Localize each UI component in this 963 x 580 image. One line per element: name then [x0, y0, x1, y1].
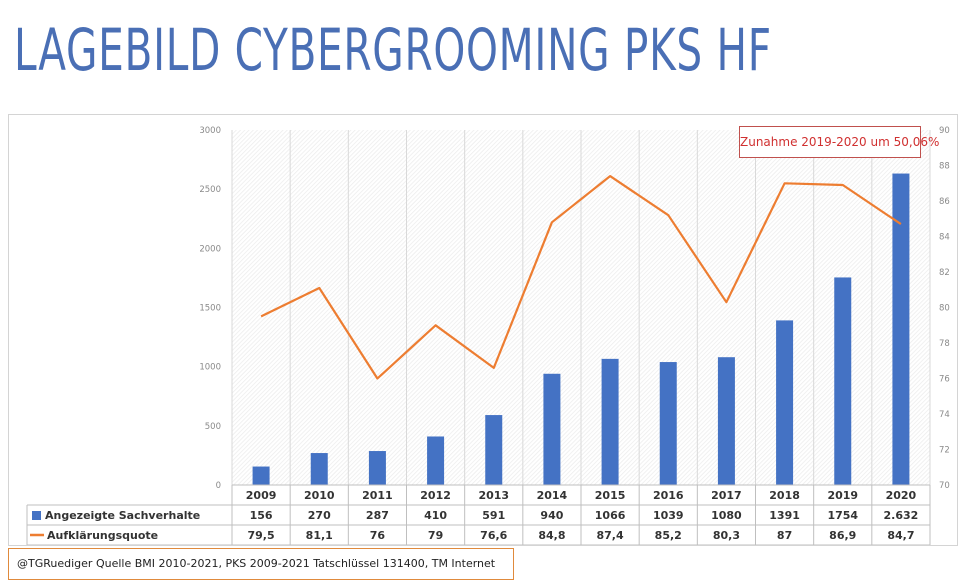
right-tick-label: 84 [939, 233, 950, 243]
line-value-2013: 76,6 [480, 529, 507, 542]
year-label-2018: 2018 [769, 489, 800, 502]
year-label-2014: 2014 [537, 489, 568, 502]
line-value-2015: 87,4 [597, 529, 624, 542]
data-table: 2009 156 79,5 2010 270 81,1 2011 287 76 2012 410 79… [26, 484, 931, 545]
line-value-2012: 79 [428, 529, 443, 542]
left-tick-label: 2500 [199, 185, 221, 195]
right-tick-label: 82 [939, 268, 950, 278]
year-label-2015: 2015 [595, 489, 626, 502]
line-value-2018: 87 [777, 529, 792, 542]
bar-value-2016: 1039 [653, 509, 684, 522]
line-value-2020: 84,7 [887, 529, 914, 542]
bar-2020 [892, 173, 910, 485]
bar-2013 [485, 415, 503, 485]
line-value-2016: 85,2 [655, 529, 682, 542]
legend-label-line: Aufklärungsquote [47, 529, 158, 542]
bar-value-2015: 1066 [595, 509, 626, 522]
legend-key-bar [32, 511, 41, 520]
bar-value-2019: 1754 [827, 509, 858, 522]
year-label-2011: 2011 [362, 489, 393, 502]
left-tick-label: 0 [216, 481, 221, 491]
right-tick-label: 88 [939, 162, 950, 172]
year-label-2017: 2017 [711, 489, 742, 502]
grid [231, 130, 931, 485]
bar-2014 [543, 373, 561, 485]
left-tick-label: 1500 [199, 304, 221, 314]
year-label-2012: 2012 [420, 489, 451, 502]
right-tick-label: 76 [939, 375, 950, 385]
bar-2018 [776, 320, 794, 485]
bar-2016 [659, 362, 677, 485]
bar-2019 [834, 277, 852, 485]
left-tick-label: 500 [205, 422, 221, 432]
right-tick-label: 78 [939, 339, 950, 349]
left-tick-label: 1000 [199, 363, 221, 373]
line-series [260, 174, 902, 380]
right-tick-label: 90 [939, 126, 950, 136]
line-value-2017: 80,3 [713, 529, 740, 542]
year-label-2013: 2013 [478, 489, 509, 502]
chart-frame: 0 500 1000 1500 2000 2500 3000 70 72 74 76 78 80 82 8… [8, 114, 958, 546]
source-note: @TGRuediger Quelle BMI 2010-2021, PKS 20… [8, 548, 514, 580]
line-value-2014: 84,8 [538, 529, 565, 542]
bar-value-2009: 156 [250, 509, 273, 522]
page-title: LAGEBILD CYBERGROOMING PKS HF [14, 16, 772, 84]
left-tick-label: 2000 [199, 244, 221, 254]
year-label-2009: 2009 [246, 489, 277, 502]
bar-value-2011: 287 [366, 509, 389, 522]
right-tick-label: 70 [939, 481, 950, 491]
legend-label-bar: Angezeigte Sachverhalte [45, 509, 200, 522]
bar-2010 [310, 453, 328, 485]
right-axis: 70 72 74 76 78 80 82 84 86 88 90 [939, 126, 950, 491]
bar-value-2010: 270 [308, 509, 331, 522]
line-value-2011: 76 [370, 529, 386, 542]
bar-value-2020: 2.632 [884, 509, 919, 522]
right-tick-label: 72 [939, 446, 950, 456]
bar-value-2014: 940 [540, 509, 563, 522]
bar-series [252, 173, 910, 485]
bar-value-2013: 591 [482, 509, 505, 522]
year-label-2019: 2019 [827, 489, 858, 502]
combo-chart: 0 500 1000 1500 2000 2500 3000 70 72 74 76 78 80 82 8… [26, 126, 950, 545]
year-label-2020: 2020 [886, 489, 917, 502]
bar-2017 [717, 357, 735, 485]
aufklaerungsquote-line [260, 174, 902, 380]
bar-value-2012: 410 [424, 509, 447, 522]
bar-2015 [601, 358, 619, 485]
growth-annotation: Zunahme 2019-2020 um 50,06% [739, 126, 939, 158]
bar-2012 [427, 436, 445, 485]
year-label-2010: 2010 [304, 489, 335, 502]
bar-2009 [252, 466, 270, 485]
right-tick-label: 86 [939, 197, 950, 207]
right-tick-label: 80 [939, 304, 950, 314]
bar-value-2018: 1391 [769, 509, 800, 522]
line-value-2019: 86,9 [829, 529, 856, 542]
bar-2011 [368, 451, 386, 485]
left-tick-label: 3000 [199, 126, 221, 136]
right-tick-label: 74 [939, 410, 950, 420]
left-axis: 0 500 1000 1500 2000 2500 3000 [199, 126, 221, 491]
line-value-2009: 79,5 [248, 529, 275, 542]
line-value-2010: 81,1 [306, 529, 333, 542]
bar-value-2017: 1080 [711, 509, 742, 522]
year-label-2016: 2016 [653, 489, 684, 502]
